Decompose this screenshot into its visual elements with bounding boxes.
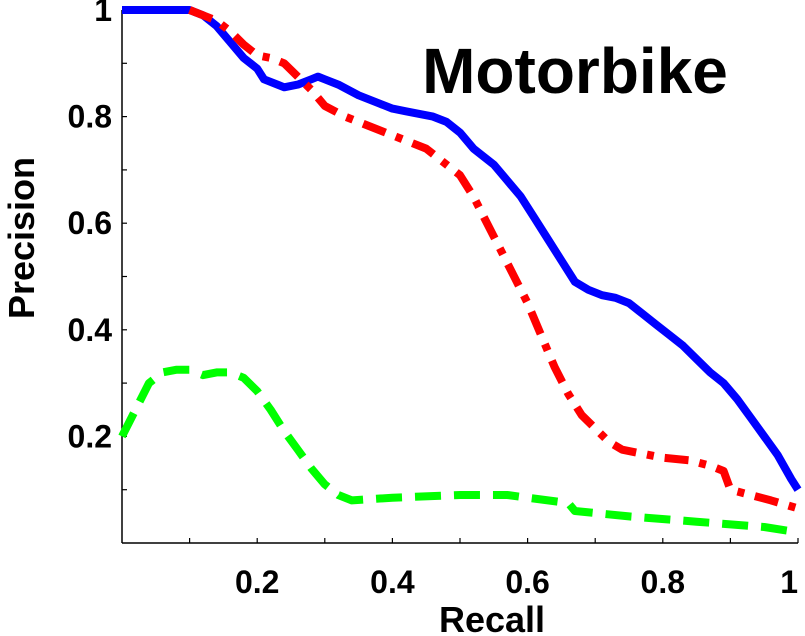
x-tick-label: 0.6: [505, 564, 549, 600]
x-tick-label: 1: [780, 564, 798, 600]
y-tick-label: 0.6: [68, 205, 112, 241]
x-tick-label: 0.4: [370, 564, 415, 600]
x-tick-label: 0.8: [641, 564, 685, 600]
y-axis-title: Precision: [1, 157, 42, 319]
x-tick-label: 0.2: [235, 564, 279, 600]
y-tick-label: 1: [94, 0, 112, 28]
ticks: 0.2 0.4 0.6 0.8 1 0.2 0.4 0.6 0.8 1: [68, 0, 799, 600]
x-axis-title: Recall: [439, 599, 545, 636]
series-line-2: [188, 6, 800, 513]
series-line-3: [118, 365, 799, 537]
series-line-1: [122, 6, 802, 492]
y-tick-label: 0.4: [68, 312, 113, 348]
y-tick-label: 0.8: [68, 99, 112, 135]
chart-title: Motorbike: [422, 35, 728, 107]
y-tick-label: 0.2: [68, 418, 112, 454]
series-group: [118, 6, 802, 537]
